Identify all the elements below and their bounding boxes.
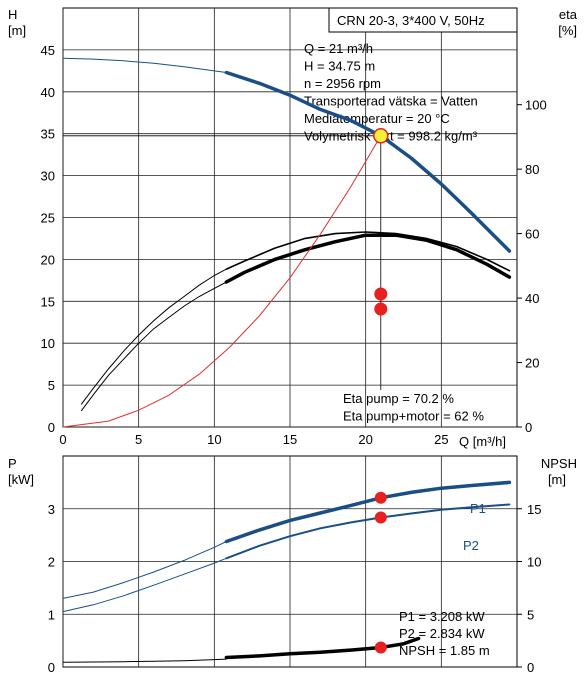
h-tick-label: 25 xyxy=(41,211,55,226)
eta-pump-point xyxy=(374,287,388,301)
eta-axis-unit: [%] xyxy=(558,23,577,38)
q-tick-label: 5 xyxy=(135,432,142,447)
h-curve xyxy=(224,70,512,253)
info-line: H = 34.75 m xyxy=(304,59,375,74)
power-info-line: P1 = 3.208 kW xyxy=(399,609,485,624)
eta-tick-label: 40 xyxy=(525,291,539,306)
info-line: Transporterad vätska = Vatten xyxy=(304,94,478,109)
h-tick-label: 45 xyxy=(41,43,55,58)
duty-point xyxy=(373,128,389,144)
h-tick-label: 10 xyxy=(41,336,55,351)
q-axis-label: Q [m³/h] xyxy=(459,434,506,449)
eta-pump-curve-thin xyxy=(80,268,227,405)
h-curve-thin xyxy=(62,57,227,73)
eta-info-line: Eta pump = 70.2 % xyxy=(343,391,454,406)
h-tick-label: 40 xyxy=(41,85,55,100)
h-axis-label: H xyxy=(8,7,17,22)
p-tick-label: 0 xyxy=(48,660,55,675)
p2-series-label: P2 xyxy=(463,538,479,553)
npsh-tick-label: 15 xyxy=(527,502,541,517)
system-curve xyxy=(62,135,382,428)
npsh-curve-thin xyxy=(62,658,227,663)
p-tick-label: 1 xyxy=(48,607,55,622)
npsh-tick-label: 5 xyxy=(527,607,534,622)
h-tick-label: 5 xyxy=(48,378,55,393)
chart-title: CRN 20-3, 3*400 V, 50Hz xyxy=(337,13,485,28)
npsh-curve xyxy=(224,636,421,660)
p1-curve-thin xyxy=(62,541,227,599)
q-tick-label: 15 xyxy=(283,432,297,447)
eta-tick-label: 60 xyxy=(525,227,539,242)
p2-point xyxy=(374,511,387,524)
eta-pump-motor-curve-thin xyxy=(80,281,227,412)
h-axis-unit: [m] xyxy=(8,23,26,38)
npsh-point xyxy=(374,641,387,654)
p1-curve xyxy=(224,480,512,544)
info-line: Mediatemperatur = 20 °C xyxy=(304,111,450,126)
power-info-line: P2 = 2.834 kW xyxy=(399,626,485,641)
h-tick-label: 35 xyxy=(41,127,55,142)
p-tick-label: 2 xyxy=(48,555,55,570)
p-axis-unit: [kW] xyxy=(8,472,34,487)
eta-tick-label: 0 xyxy=(525,420,532,435)
npsh-axis-label: NPSH xyxy=(541,456,577,471)
info-line: n = 2956 rpm xyxy=(304,76,381,91)
npsh-tick-label: 0 xyxy=(527,660,534,675)
power-info-line: NPSH = 1.85 m xyxy=(399,643,490,658)
eta-tick-label: 80 xyxy=(525,162,539,177)
eta-axis-label: eta xyxy=(559,7,578,22)
eta-tick-label: 20 xyxy=(525,356,539,371)
p2-curve xyxy=(225,503,511,560)
eta-info-line: Eta pump+motor = 62 % xyxy=(343,409,484,424)
p1-point xyxy=(374,491,387,504)
eta-tick-label: 100 xyxy=(525,98,547,113)
p1-series-label: P1 xyxy=(470,501,486,516)
eta-pump-curve xyxy=(225,231,511,272)
p-axis-label: P xyxy=(8,456,17,471)
q-tick-label: 10 xyxy=(207,432,221,447)
h-tick-label: 15 xyxy=(41,294,55,309)
h-tick-label: 20 xyxy=(41,252,55,267)
q-tick-label: 20 xyxy=(358,432,372,447)
q-tick-label: 25 xyxy=(434,432,448,447)
h-tick-label: 30 xyxy=(41,169,55,184)
h-tick-label: 0 xyxy=(48,420,55,435)
npsh-tick-label: 10 xyxy=(527,555,541,570)
q-tick-label: 0 xyxy=(59,432,66,447)
title-box xyxy=(328,7,518,33)
eta-total-point xyxy=(374,302,388,316)
info-line: Q = 21 m³/h xyxy=(304,41,373,56)
p2-curve-thin xyxy=(62,557,227,613)
eta-pump-motor-curve xyxy=(224,233,512,284)
npsh-axis-unit: [m] xyxy=(548,472,566,487)
info-line: Volymetrisk vikt = 998.2 kg/m³ xyxy=(304,129,478,144)
p-tick-label: 3 xyxy=(48,502,55,517)
